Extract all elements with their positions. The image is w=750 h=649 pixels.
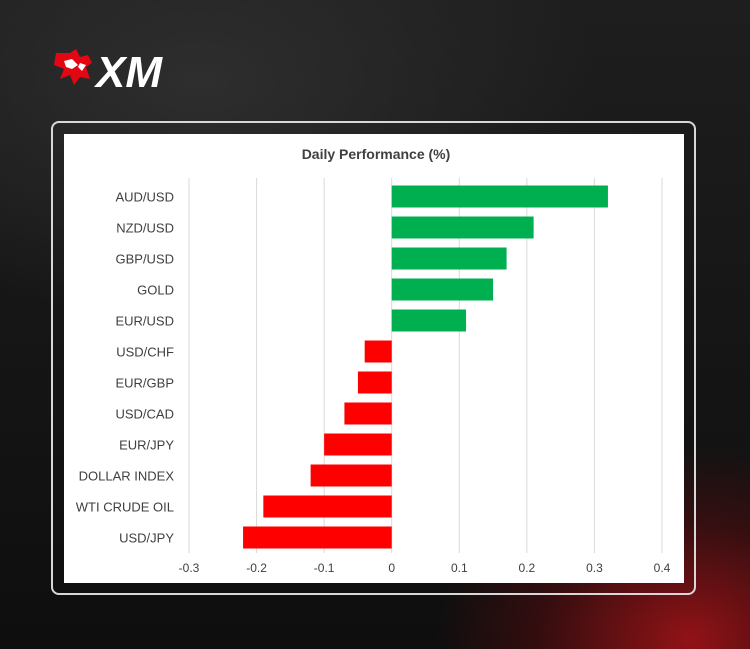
- category-label: EUR/GBP: [115, 376, 174, 391]
- x-tick-label: 0.3: [586, 561, 603, 575]
- x-tick-label: -0.2: [246, 561, 267, 575]
- x-tick-label: 0.4: [654, 561, 671, 575]
- bar-dollar-index: [310, 464, 392, 487]
- category-label: DOLLAR INDEX: [79, 469, 175, 484]
- bar-group: [243, 185, 608, 549]
- bar-usd-jpy: [243, 526, 392, 549]
- category-label: WTI CRUDE OIL: [76, 500, 174, 515]
- bar-nzd-usd: [391, 216, 534, 239]
- x-tick-label: 0.2: [519, 561, 536, 575]
- chart-title: Daily Performance (%): [302, 146, 451, 162]
- category-label: GBP/USD: [115, 252, 174, 267]
- bar-eur-jpy: [324, 433, 392, 456]
- category-label: USD/CAD: [115, 407, 174, 422]
- x-tick-label: 0: [388, 561, 395, 575]
- grid-lines: [188, 178, 663, 553]
- bull-emblem-icon: [54, 49, 92, 85]
- x-tick-label: -0.1: [314, 561, 335, 575]
- daily-performance-chart: Daily Performance (%) AUD/USD NZD/USD GBP/…: [76, 146, 671, 575]
- category-label: NZD/USD: [116, 221, 174, 236]
- chart-frame: [51, 121, 696, 595]
- category-label: AUD/USD: [115, 190, 174, 205]
- bar-wti-crude-oil: [263, 495, 392, 518]
- chart-panel: Daily Performance (%) AUD/USD NZD/USD GBP/…: [64, 134, 684, 583]
- category-labels: AUD/USD NZD/USD GBP/USD GOLD EUR/USD USD/CHF E…: [76, 190, 175, 546]
- x-tick-label: 0.1: [451, 561, 468, 575]
- bar-usd-chf: [364, 340, 392, 363]
- category-label: USD/JPY: [119, 531, 174, 546]
- xm-logo: XM: [54, 48, 163, 97]
- category-label: GOLD: [137, 283, 174, 298]
- x-tick-label: -0.3: [179, 561, 200, 575]
- bar-eur-usd: [391, 309, 467, 332]
- bar-eur-gbp: [357, 371, 392, 394]
- x-tick-labels: -0.3 -0.2 -0.1 0 0.1 0.2 0.3 0.4: [179, 561, 671, 575]
- bar-gold: [391, 278, 494, 301]
- bar-gbp-usd: [391, 247, 507, 270]
- bar-usd-cad: [344, 402, 392, 425]
- bar-aud-usd: [391, 185, 608, 208]
- category-label: EUR/USD: [115, 314, 174, 329]
- category-label: EUR/JPY: [119, 438, 174, 453]
- category-label: USD/CHF: [116, 345, 174, 360]
- xm-logo-text: XM: [93, 48, 163, 97]
